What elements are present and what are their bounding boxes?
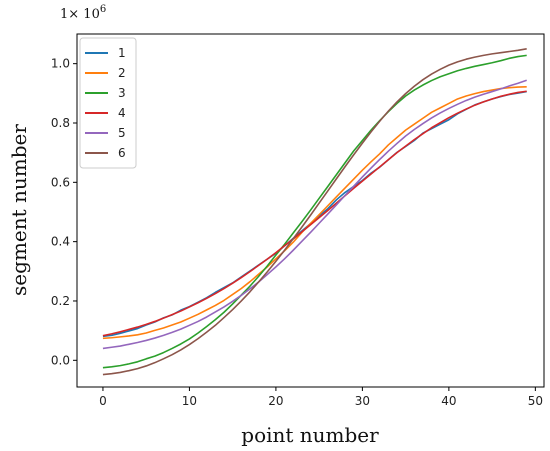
x-tick-label: 50: [528, 394, 543, 408]
y-axis: 0.0 0.2 0.4 0.6 0.8 1.0: [51, 57, 77, 367]
plot-frame: [76, 33, 545, 388]
y-scale-multiplier: 1× 106: [60, 4, 106, 22]
legend-label-6: 6: [118, 146, 126, 160]
y-axis-label: segment number: [7, 124, 31, 296]
y-tick-label: 0.6: [51, 175, 70, 189]
legend-box: [79, 37, 137, 169]
series-line-1: [102, 90, 527, 338]
series-line-4: [102, 90, 527, 337]
y-tick-label: 0.4: [51, 235, 70, 249]
x-tick-label: 10: [182, 394, 197, 408]
y-tick-label: 0.2: [51, 294, 70, 308]
y-tick-label: 0.0: [51, 353, 70, 367]
legend-label-2: 2: [118, 66, 126, 80]
y-tick-label: 0.8: [51, 116, 70, 130]
series-line-2: [102, 86, 527, 340]
series-line-3: [102, 54, 527, 369]
series-lines: [102, 48, 527, 376]
x-axis: 0 10 20 30 40 50: [99, 387, 543, 408]
series-line-5: [102, 79, 527, 350]
legend-label-1: 1: [118, 46, 126, 60]
legend: 1 2 3 4 5 6: [79, 37, 137, 169]
x-tick-label: 40: [441, 394, 456, 408]
legend-label-5: 5: [118, 126, 126, 140]
x-tick-label: 30: [355, 394, 370, 408]
series-line-6: [102, 48, 527, 376]
y-tick-label: 1.0: [51, 57, 70, 71]
x-tick-label: 20: [268, 394, 283, 408]
x-tick-label: 0: [99, 394, 107, 408]
x-axis-label: point number: [241, 423, 379, 447]
legend-label-3: 3: [118, 86, 126, 100]
legend-label-4: 4: [118, 106, 126, 120]
